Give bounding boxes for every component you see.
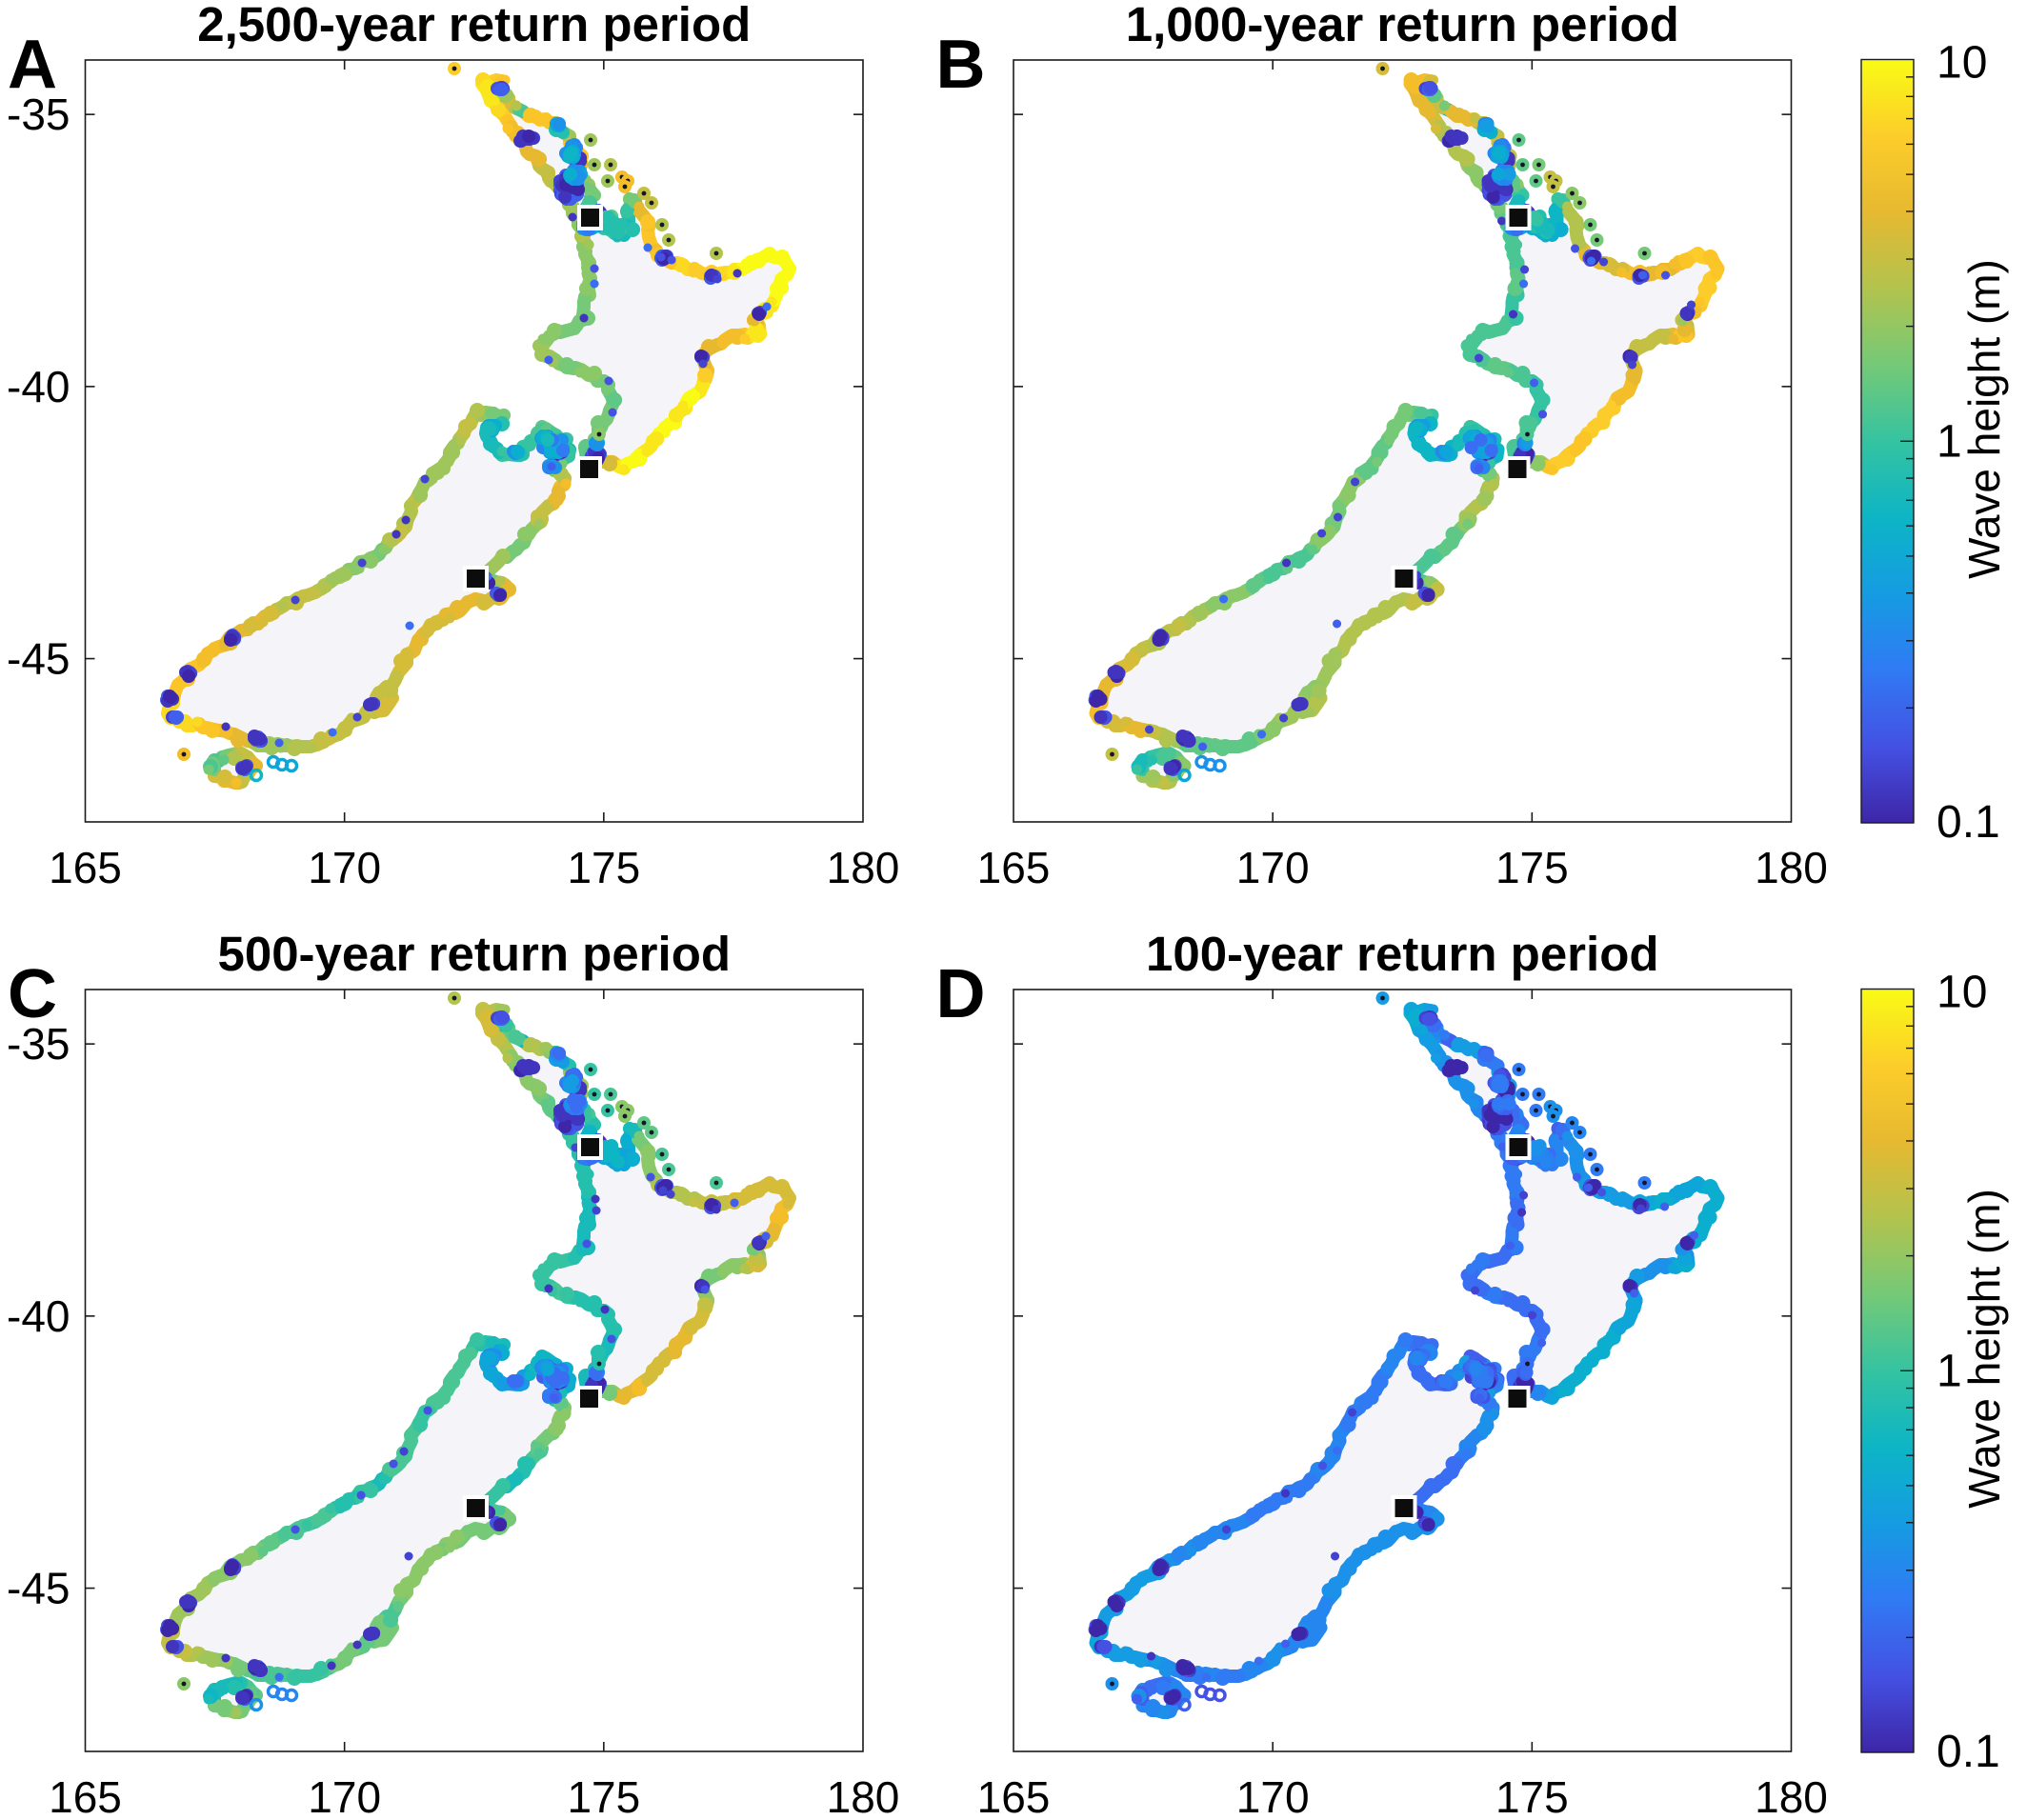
svg-text:170: 170 xyxy=(308,1772,381,1820)
svg-text:C: C xyxy=(8,956,57,1032)
svg-text:500-year return period: 500-year return period xyxy=(217,927,731,981)
svg-text:180: 180 xyxy=(1755,843,1828,892)
svg-text:1: 1 xyxy=(1937,1346,1962,1396)
svg-text:175: 175 xyxy=(1495,843,1569,892)
svg-text:1: 1 xyxy=(1937,416,1962,467)
svg-text:-40: -40 xyxy=(7,362,70,411)
svg-text:0.1: 0.1 xyxy=(1937,1727,2000,1777)
svg-text:-35: -35 xyxy=(7,90,70,139)
svg-text:175: 175 xyxy=(567,1772,640,1820)
svg-text:1,000-year return period: 1,000-year return period xyxy=(1126,0,1679,51)
svg-text:2,500-year return period: 2,500-year return period xyxy=(197,0,751,51)
svg-text:170: 170 xyxy=(1236,843,1310,892)
svg-text:Wave height (m): Wave height (m) xyxy=(1959,259,2009,579)
svg-text:-45: -45 xyxy=(7,1564,70,1613)
svg-text:175: 175 xyxy=(567,843,640,892)
svg-text:D: D xyxy=(936,956,986,1032)
svg-text:-35: -35 xyxy=(7,1019,70,1069)
svg-text:165: 165 xyxy=(977,1772,1051,1820)
svg-text:180: 180 xyxy=(827,843,900,892)
svg-text:180: 180 xyxy=(827,1772,900,1820)
svg-text:175: 175 xyxy=(1495,1772,1569,1820)
svg-text:165: 165 xyxy=(977,843,1051,892)
svg-text:100-year return period: 100-year return period xyxy=(1146,927,1659,981)
svg-text:0.1: 0.1 xyxy=(1937,797,2000,848)
svg-text:A: A xyxy=(8,27,57,103)
svg-text:10: 10 xyxy=(1937,38,1987,89)
svg-text:165: 165 xyxy=(49,1772,122,1820)
svg-text:180: 180 xyxy=(1755,1772,1828,1820)
svg-text:Wave height (m): Wave height (m) xyxy=(1959,1189,2009,1509)
svg-text:170: 170 xyxy=(1236,1772,1310,1820)
svg-text:165: 165 xyxy=(49,843,122,892)
svg-text:-40: -40 xyxy=(7,1291,70,1341)
svg-text:10: 10 xyxy=(1937,968,1987,1018)
svg-text:B: B xyxy=(936,27,986,103)
svg-text:-45: -45 xyxy=(7,634,70,684)
svg-text:170: 170 xyxy=(308,843,381,892)
